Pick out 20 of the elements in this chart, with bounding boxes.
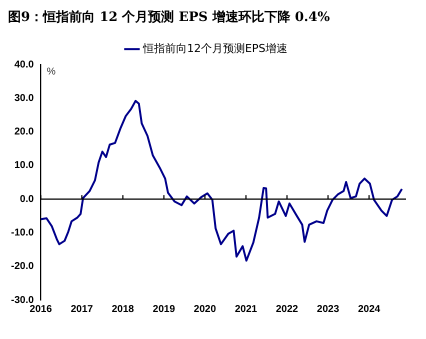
y-tick-label: 40.0 xyxy=(14,59,34,70)
y-tick-label: 30.0 xyxy=(14,92,34,104)
x-tick-label: 2022 xyxy=(276,304,299,315)
x-tick-label: 2019 xyxy=(152,304,176,315)
x-tick-label: 2016 xyxy=(30,304,52,315)
y-tick-label: 20.0 xyxy=(14,126,34,138)
x-tick-label: 2018 xyxy=(112,304,134,315)
y-axis-title: % xyxy=(46,66,56,78)
y-tick-label: 0.0 xyxy=(20,194,34,205)
x-tick-label: 2023 xyxy=(316,304,340,315)
y-tick-label: -20.0 xyxy=(10,261,34,272)
legend-label: 恒指前向12个月预测EPS增速 xyxy=(142,42,288,55)
x-tick-label: 2024 xyxy=(358,304,381,315)
x-tick-label: 2017 xyxy=(70,304,94,315)
y-tick-label: -10.0 xyxy=(10,227,34,238)
x-tick-label: 2021 xyxy=(234,304,258,315)
x-tick-label: 2020 xyxy=(194,304,216,315)
y-tick-label: -30.0 xyxy=(10,294,34,306)
chart-title: 图9：恒指前向 12 个月预测 EPS 增速环比下降 0.4% xyxy=(8,10,330,26)
y-tick-label: 10.0 xyxy=(14,160,34,172)
